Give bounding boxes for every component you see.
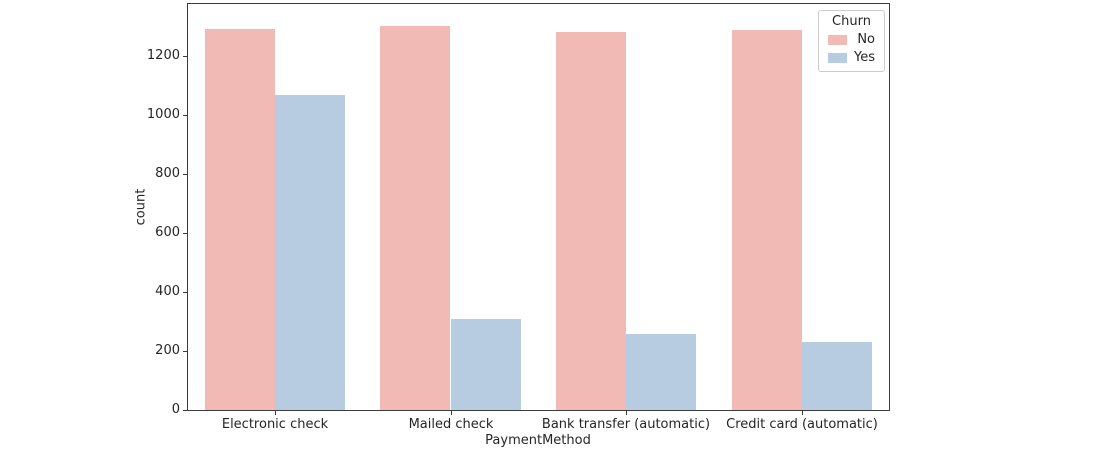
bar-credit-card-automatic--yes [802, 342, 872, 410]
y-tick-mark [183, 351, 187, 352]
bar-credit-card-automatic--no [732, 30, 802, 410]
legend-swatch-yes [828, 52, 847, 63]
y-tick-mark [183, 233, 187, 234]
legend-title: Churn [832, 14, 871, 29]
y-tick-label: 600 [155, 225, 180, 240]
y-axis-title: count [133, 188, 149, 226]
y-tick-label: 1000 [146, 107, 180, 122]
legend-label: No [857, 32, 875, 47]
y-tick-label: 1200 [146, 48, 180, 63]
legend-item-yes: Yes [828, 50, 875, 65]
x-tick-mark [275, 411, 276, 415]
y-tick-label: 400 [155, 284, 180, 299]
x-tick-label: Bank transfer (automatic) [541, 417, 711, 432]
bar-mailed-check-yes [451, 319, 521, 410]
y-tick-label: 800 [155, 166, 180, 181]
x-tick-mark [451, 411, 452, 415]
legend-swatch-no [828, 34, 847, 45]
plot-area [187, 3, 890, 411]
y-tick-label: 0 [171, 402, 180, 417]
bar-mailed-check-no [380, 26, 450, 410]
x-tick-label: Electronic check [221, 417, 329, 432]
y-tick-mark [183, 174, 187, 175]
x-tick-label: Credit card (automatic) [726, 417, 878, 432]
legend-label: Yes [854, 50, 875, 65]
legend: Churn No Yes [818, 10, 885, 72]
y-tick-label: 200 [155, 343, 180, 358]
bar-electronic-check-yes [275, 95, 345, 410]
x-tick-mark [626, 411, 627, 415]
legend-items: No Yes [828, 32, 875, 65]
x-axis-title: PaymentMethod [485, 433, 591, 448]
y-tick-mark [183, 410, 187, 411]
bar-electronic-check-no [205, 29, 275, 410]
x-tick-label: Mailed check [408, 417, 494, 432]
x-tick-mark [802, 411, 803, 415]
bar-bank-transfer-automatic--yes [626, 334, 696, 410]
y-tick-mark [183, 56, 187, 57]
legend-item-no: No [828, 32, 875, 47]
y-tick-mark [183, 292, 187, 293]
bar-bank-transfer-automatic--no [556, 32, 626, 410]
y-tick-mark [183, 115, 187, 116]
